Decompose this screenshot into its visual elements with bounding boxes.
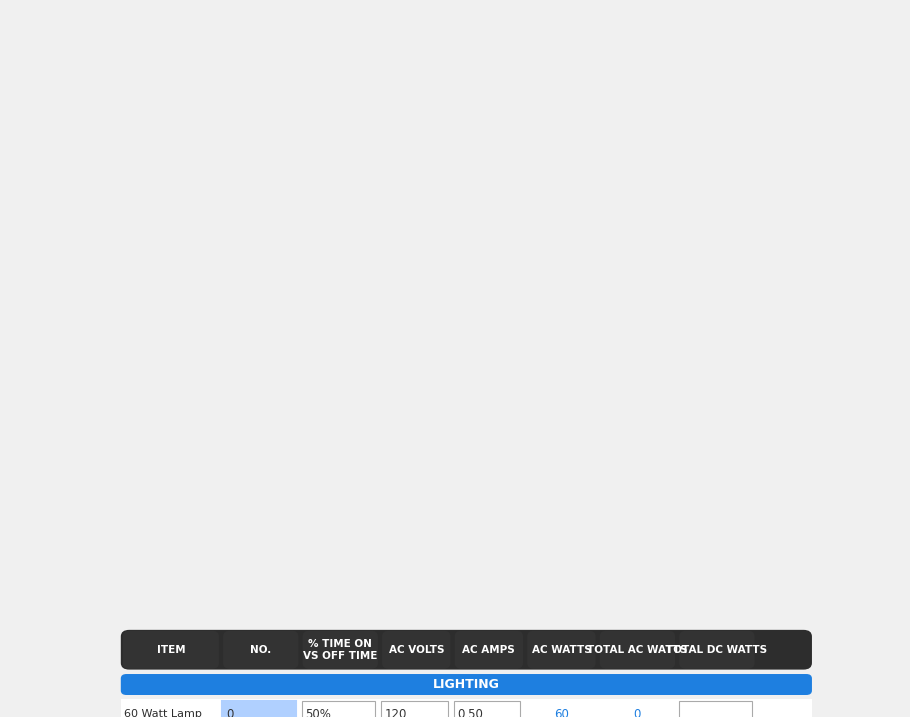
Text: 0: 0 bbox=[633, 708, 642, 717]
Text: LIGHTING: LIGHTING bbox=[433, 678, 500, 691]
Text: TOTAL DC WATTS: TOTAL DC WATTS bbox=[666, 645, 767, 655]
Text: TOTAL AC WATTS: TOTAL AC WATTS bbox=[587, 645, 688, 655]
Text: 60 Watt Lamp: 60 Watt Lamp bbox=[125, 709, 202, 717]
Bar bbox=[302, 701, 375, 717]
FancyBboxPatch shape bbox=[600, 631, 675, 669]
FancyBboxPatch shape bbox=[455, 631, 523, 669]
Bar bbox=[121, 699, 812, 717]
Text: AC AMPS: AC AMPS bbox=[462, 645, 515, 655]
Text: AC WATTS: AC WATTS bbox=[531, 645, 592, 655]
Text: 0: 0 bbox=[226, 708, 233, 717]
Bar bbox=[381, 701, 448, 717]
Text: 50%: 50% bbox=[306, 708, 331, 717]
FancyBboxPatch shape bbox=[527, 631, 595, 669]
FancyBboxPatch shape bbox=[121, 674, 812, 695]
Text: ITEM: ITEM bbox=[157, 645, 186, 655]
FancyBboxPatch shape bbox=[382, 631, 450, 669]
Text: NO.: NO. bbox=[250, 645, 271, 655]
Text: AC VOLTS: AC VOLTS bbox=[389, 645, 444, 655]
Text: 0.50: 0.50 bbox=[458, 708, 483, 717]
Text: 120: 120 bbox=[385, 708, 408, 717]
FancyBboxPatch shape bbox=[123, 631, 219, 669]
Bar bbox=[679, 701, 752, 717]
Bar bbox=[454, 701, 521, 717]
Text: % TIME ON
VS OFF TIME: % TIME ON VS OFF TIME bbox=[303, 639, 378, 660]
FancyBboxPatch shape bbox=[303, 631, 378, 669]
FancyBboxPatch shape bbox=[679, 631, 754, 669]
Bar bbox=[222, 701, 296, 717]
FancyBboxPatch shape bbox=[121, 630, 812, 670]
Text: 60: 60 bbox=[554, 708, 569, 717]
FancyBboxPatch shape bbox=[223, 631, 298, 669]
